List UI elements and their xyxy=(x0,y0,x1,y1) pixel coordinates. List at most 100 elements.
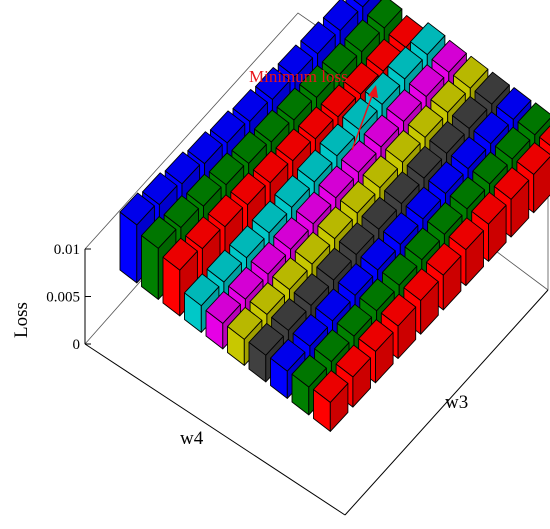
bar-top-face xyxy=(407,105,444,138)
bar-top-face xyxy=(227,306,263,340)
bar-top-face xyxy=(186,173,222,207)
bar-top-face xyxy=(228,266,264,300)
z-axis-ticks: 0 0.005 0.01 xyxy=(46,242,91,353)
bar-top-face xyxy=(358,319,394,352)
bar-top-face xyxy=(384,171,420,205)
bar-top-face xyxy=(208,152,245,186)
bar-top-face xyxy=(386,89,422,122)
bar-top-face xyxy=(360,237,396,271)
x-axis-label: w4 xyxy=(180,428,204,449)
bar-top-face xyxy=(405,186,441,220)
bar-top-face xyxy=(381,252,418,286)
minimum-loss-annotation: Minimum loss xyxy=(249,67,378,151)
bar-top-face xyxy=(449,176,486,210)
bar-top-face xyxy=(517,102,550,136)
bar-top-face xyxy=(496,87,532,120)
bar-top-face xyxy=(164,151,201,185)
bar-top-face xyxy=(293,273,330,306)
bar-top-face xyxy=(229,225,265,259)
bar-top-face xyxy=(448,217,484,251)
bar-top-face xyxy=(142,172,178,206)
bar-top-face xyxy=(316,247,352,281)
bar-top-face xyxy=(272,257,308,290)
bar-top-face xyxy=(277,44,314,78)
bars-group xyxy=(119,0,550,432)
annotation-text: Minimum loss xyxy=(249,67,348,86)
bar-top-face xyxy=(450,136,487,170)
bar-top-face xyxy=(206,249,242,283)
bar-top-face xyxy=(162,237,198,271)
bar-top-face xyxy=(271,298,307,331)
z-axis-label: Loss xyxy=(11,302,32,338)
x-axis-line xyxy=(84,343,346,516)
bar-top-face xyxy=(207,194,244,228)
bar-top-face xyxy=(340,180,376,214)
bar-top-face xyxy=(474,71,510,105)
bar-top-face xyxy=(321,42,358,76)
bar-top-face xyxy=(294,231,331,265)
bar-top-face xyxy=(313,370,349,403)
bar-side-face xyxy=(533,156,550,214)
bar-top-face xyxy=(494,126,531,160)
bar-top-face xyxy=(383,212,419,245)
bar-top-face xyxy=(472,151,508,185)
bar-top-face xyxy=(359,278,395,312)
bar-top-face xyxy=(297,149,333,183)
bar-top-face xyxy=(248,322,284,356)
bar-top-face xyxy=(344,19,380,53)
bar-top-face xyxy=(315,288,351,322)
bar-top-face xyxy=(406,145,443,179)
bar-top-face xyxy=(338,222,375,255)
bar-top-face xyxy=(249,282,285,315)
bar-top-face xyxy=(273,217,309,250)
bar-top-face xyxy=(232,89,268,122)
bar-top-face xyxy=(387,46,423,80)
bar-top-face xyxy=(250,241,287,275)
bar-top-face xyxy=(404,227,440,261)
bar-top-face xyxy=(471,191,507,225)
bar-top-face xyxy=(205,291,241,324)
bar-top-face xyxy=(335,344,371,378)
bar-top-face xyxy=(385,129,421,163)
bar-top-face xyxy=(410,22,446,56)
annotation-arrow-head xyxy=(368,85,378,98)
bar-top-face xyxy=(187,131,223,165)
bar-top-face xyxy=(361,196,397,230)
bar xyxy=(403,268,439,335)
bar-top-face xyxy=(320,84,357,118)
bar-top-face xyxy=(380,293,417,327)
bar-top-face xyxy=(209,110,246,144)
bar-top-face xyxy=(251,200,288,234)
bar-top-face xyxy=(429,120,465,154)
bar-top-face xyxy=(317,206,353,240)
bar-top-face xyxy=(408,64,445,97)
bar-top-face xyxy=(343,61,379,95)
bar-top-face xyxy=(318,165,354,199)
bar-top-face xyxy=(353,0,370,8)
bar-top-face xyxy=(403,268,439,301)
bar-top-face xyxy=(292,313,328,347)
z-tick-label: 0.01 xyxy=(54,242,80,258)
annotation-arrow-line xyxy=(351,92,374,151)
bar-top-face xyxy=(473,111,509,145)
bar-top-face xyxy=(319,123,355,157)
bar-top-face xyxy=(185,216,221,250)
bar-top-face xyxy=(270,338,306,372)
bar-top-face xyxy=(363,114,400,148)
bar-top-face xyxy=(255,67,291,100)
z-tick-label: 0 xyxy=(73,337,81,353)
bar-top-face xyxy=(426,242,462,276)
bar-top-face xyxy=(298,106,334,140)
bar-top-face xyxy=(291,354,327,388)
bar-top-face xyxy=(451,96,488,129)
bar-top-face xyxy=(516,142,550,175)
bar-top-face xyxy=(141,216,177,249)
bar-top-face xyxy=(430,80,466,113)
bar-top-face xyxy=(254,109,290,143)
bar-top-face xyxy=(314,329,350,363)
bar-top-face xyxy=(337,263,374,296)
y-axis-line xyxy=(344,289,549,516)
bar-top-face xyxy=(539,125,550,146)
bar-top-face xyxy=(252,150,289,184)
